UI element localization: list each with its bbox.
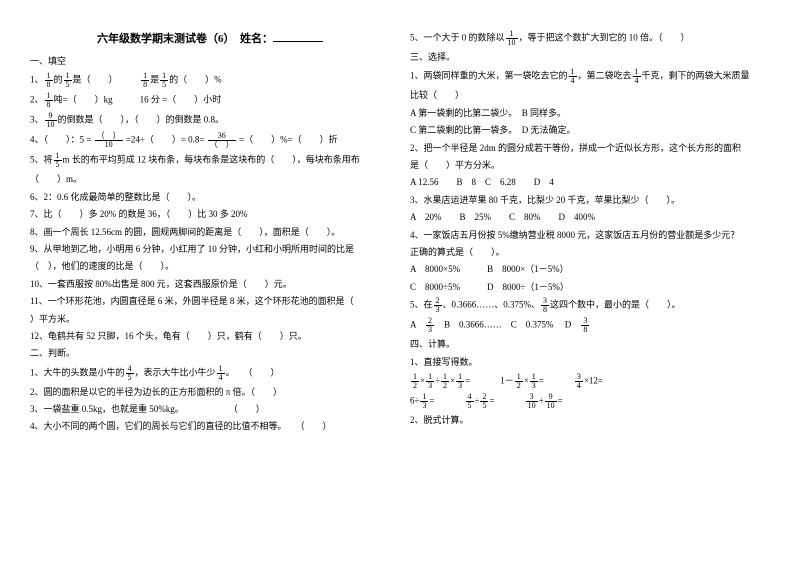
q9a: 9、从甲地到乙地，小明用 6 分钟，小红用了 10 分钟，小红和小明所用时间的比… — [30, 242, 390, 256]
j2: 2、圆的面积是以它的半径为边长的正方形面积的 π 倍。（ ） — [30, 385, 390, 399]
section-2-header: 二、判断。 — [30, 346, 390, 360]
x2b: 是（ ）平方分米。 — [410, 158, 770, 172]
calc-row-1: 12×13÷12×13= 1－12×13= 34×12= — [410, 373, 770, 390]
right-column: 5、一个大于 0 的数除以110，等于把这个数扩大到它的 10 倍。（ ） 三、… — [400, 30, 780, 555]
x4-opt-a: A 8000×5% B 8000×（1－5%） — [410, 262, 770, 276]
q3: 3、910的倒数是（ ），（ ）的倒数是 0.8。 — [30, 112, 390, 129]
q11a: 11、一个环形花池，内圆直径是 6 米，外圆半径是 8 米，这个环形花池的面积是… — [30, 294, 390, 308]
c1: 1、直接写得数。 — [410, 355, 770, 369]
x4a: 4、一家饭店五月份按 5%缴纳营业税 8000 元，这家饭店五月份的营业额是多少… — [410, 228, 770, 242]
x2a: 2、把一个半径是 2dm 的圆分成若干等份，拼成一个近似长方形，这个长方形的面积 — [410, 141, 770, 155]
section-3-header: 三、选择。 — [410, 50, 770, 64]
q7: 7、比（ ）多 20% 的数是 36，（ ）比 30 多 20% — [30, 207, 390, 221]
name-blank — [273, 31, 323, 42]
q4: 4、（ ）：5 = （ ）10 =24÷（ ）= 0.8= 36（ ） =（ ）… — [30, 132, 390, 149]
section-1-header: 一、填空 — [30, 54, 390, 68]
x4b: 正确的算式是（ ）。 — [410, 245, 770, 259]
q10: 10、一套西服按 80%出售是 800 元，这套西服原价是（ ）元。 — [30, 277, 390, 291]
x1: 1、两袋同样重的大米，第一袋吃去它的14，第二袋吃去14千克，剩下的两袋大米质量 — [410, 68, 770, 85]
frac-1-8: 18 — [45, 72, 53, 89]
q11b: ）平方米。 — [30, 312, 390, 326]
x3: 3、水果店运进苹果 80 千克，比梨少 20 千克，苹果比梨少（ ）。 — [410, 193, 770, 207]
q9b: （ ），他们的速度的比是（ ）。 — [30, 259, 390, 273]
q8: 8、画一个周长 12.56cm 的圆，圆规两脚间的距离是（ ），面积是（ ）。 — [30, 225, 390, 239]
c2: 2、脱式计算。 — [410, 413, 770, 427]
section-4-header: 四、计算。 — [410, 337, 770, 351]
x1d: 比较（ ） — [410, 88, 770, 102]
j4: 4、大小不同的两个圆，它们的周长与它们的直径的比值不相等。 （ ） — [30, 419, 390, 433]
x5: 5、在23、0.3666……、0.375%、38这四个数中，最小的是（ ）。 — [410, 297, 770, 314]
x5-opts: A 23 B 0.3666…… C 0.375% D 38 — [410, 317, 770, 334]
x2-opts: A 12.56 B 8 C 6.28 D 4 — [410, 175, 770, 189]
x1-opt-a: A 第一袋剩的比第二袋少。 B 同样多。 — [410, 106, 770, 120]
title: 六年级数学期末测试卷（6） 姓名： — [30, 30, 390, 46]
q12: 12、龟鹤共有 52 只脚，16 个头，龟有（ ）只，鹤有（ ）只。 — [30, 329, 390, 343]
q5b: （ ）m。 — [30, 172, 390, 186]
j3: 3、一袋盐重 0.5kg，也就是重 50%kg。 （ ） — [30, 402, 390, 416]
q1: 1、18的15是（ ） 18是15的（ ）% — [30, 72, 390, 89]
calc-row-2: 6÷13= 45÷25= 310+910= — [410, 393, 770, 410]
j5: 5、一个大于 0 的数除以110，等于把这个数扩大到它的 10 倍。（ ） — [410, 30, 770, 47]
q5a: 5、将15m 长的布平均剪成 12 块布条，每块布条是这块布的（ ），每块布条用… — [30, 152, 390, 169]
q2: 2、18吨=（ ）kg 16 分 =（ ）小时 — [30, 92, 390, 109]
x1-opt-c: C 第二袋剩的比第一袋多。 D 无法确定。 — [410, 123, 770, 137]
x3-opts: A 20% B 25% C 80% D 400% — [410, 210, 770, 224]
j1: 1、大牛的头数是小牛的45，表示大牛比小牛少14。 （ ） — [30, 365, 390, 382]
q6: 6、2：0.6 化成最简单的整数比是（ ）。 — [30, 190, 390, 204]
left-column: 六年级数学期末测试卷（6） 姓名： 一、填空 1、18的15是（ ） 18是15… — [20, 30, 400, 555]
x4-opt-c: C 8000÷5% D 8000÷（1－5%） — [410, 280, 770, 294]
